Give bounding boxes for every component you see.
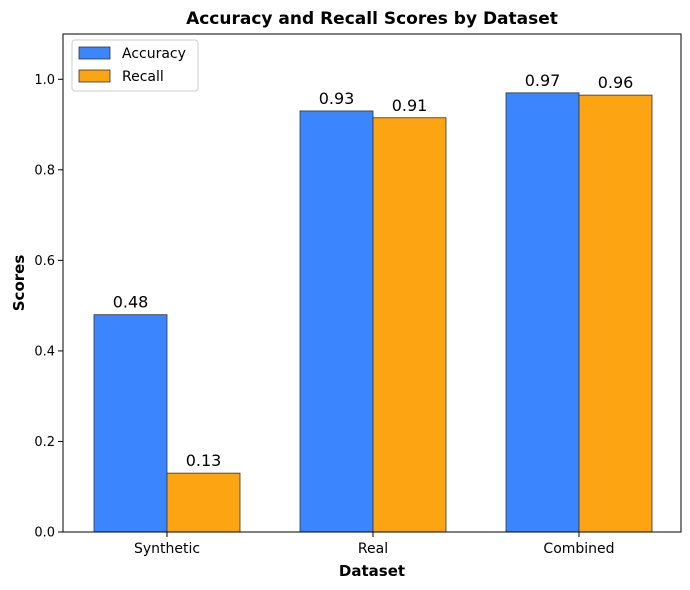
y-tick-label: 1.0 [34,73,55,88]
x-tick-label-combined: Combined [543,541,614,557]
data-label-accuracy-combined: 0.97 [525,71,561,90]
data-label-recall-synthetic: 0.13 [186,451,222,470]
legend-swatch-recall [78,69,111,83]
y-tick-label: 0.6 [34,254,55,269]
y-tick-label: 0.0 [34,526,55,541]
bar-recall-real [372,117,447,533]
y-tick-label: 0.2 [34,435,55,450]
data-labels-group: 0.48 0.93 0.97 0.13 0.91 0.96 [113,71,634,470]
data-label-recall-real: 0.91 [392,96,428,115]
data-label-accuracy-real: 0.93 [319,89,355,108]
x-tick-label-synthetic: Synthetic [134,541,200,557]
y-axis-label: Scores [10,255,28,312]
bar-accuracy-combined [505,92,580,533]
bar-recall-synthetic [166,472,241,533]
x-axis-label: Dataset [339,562,405,580]
legend: Accuracy Recall [71,39,199,92]
chart-title: Accuracy and Recall Scores by Dataset [186,9,558,29]
data-label-recall-combined: 0.96 [598,73,634,92]
bar-accuracy-real [299,110,374,533]
y-tick-label: 0.4 [34,344,55,359]
x-tick-label-real: Real [358,541,388,557]
y-axis-ticks: 0.0 0.2 0.4 0.6 0.8 1.0 [34,73,63,541]
plot-frame [62,33,682,533]
x-axis-ticks: Synthetic Real Combined [134,532,615,557]
legend-label-accuracy: Accuracy [122,46,186,62]
data-label-accuracy-synthetic: 0.48 [113,293,149,312]
bar-recall-combined [578,94,653,533]
y-tick-label: 0.8 [34,163,55,178]
bars-group [93,92,653,533]
legend-swatch-accuracy [78,46,111,60]
bar-accuracy-synthetic [93,314,168,533]
legend-label-recall: Recall [122,69,164,85]
